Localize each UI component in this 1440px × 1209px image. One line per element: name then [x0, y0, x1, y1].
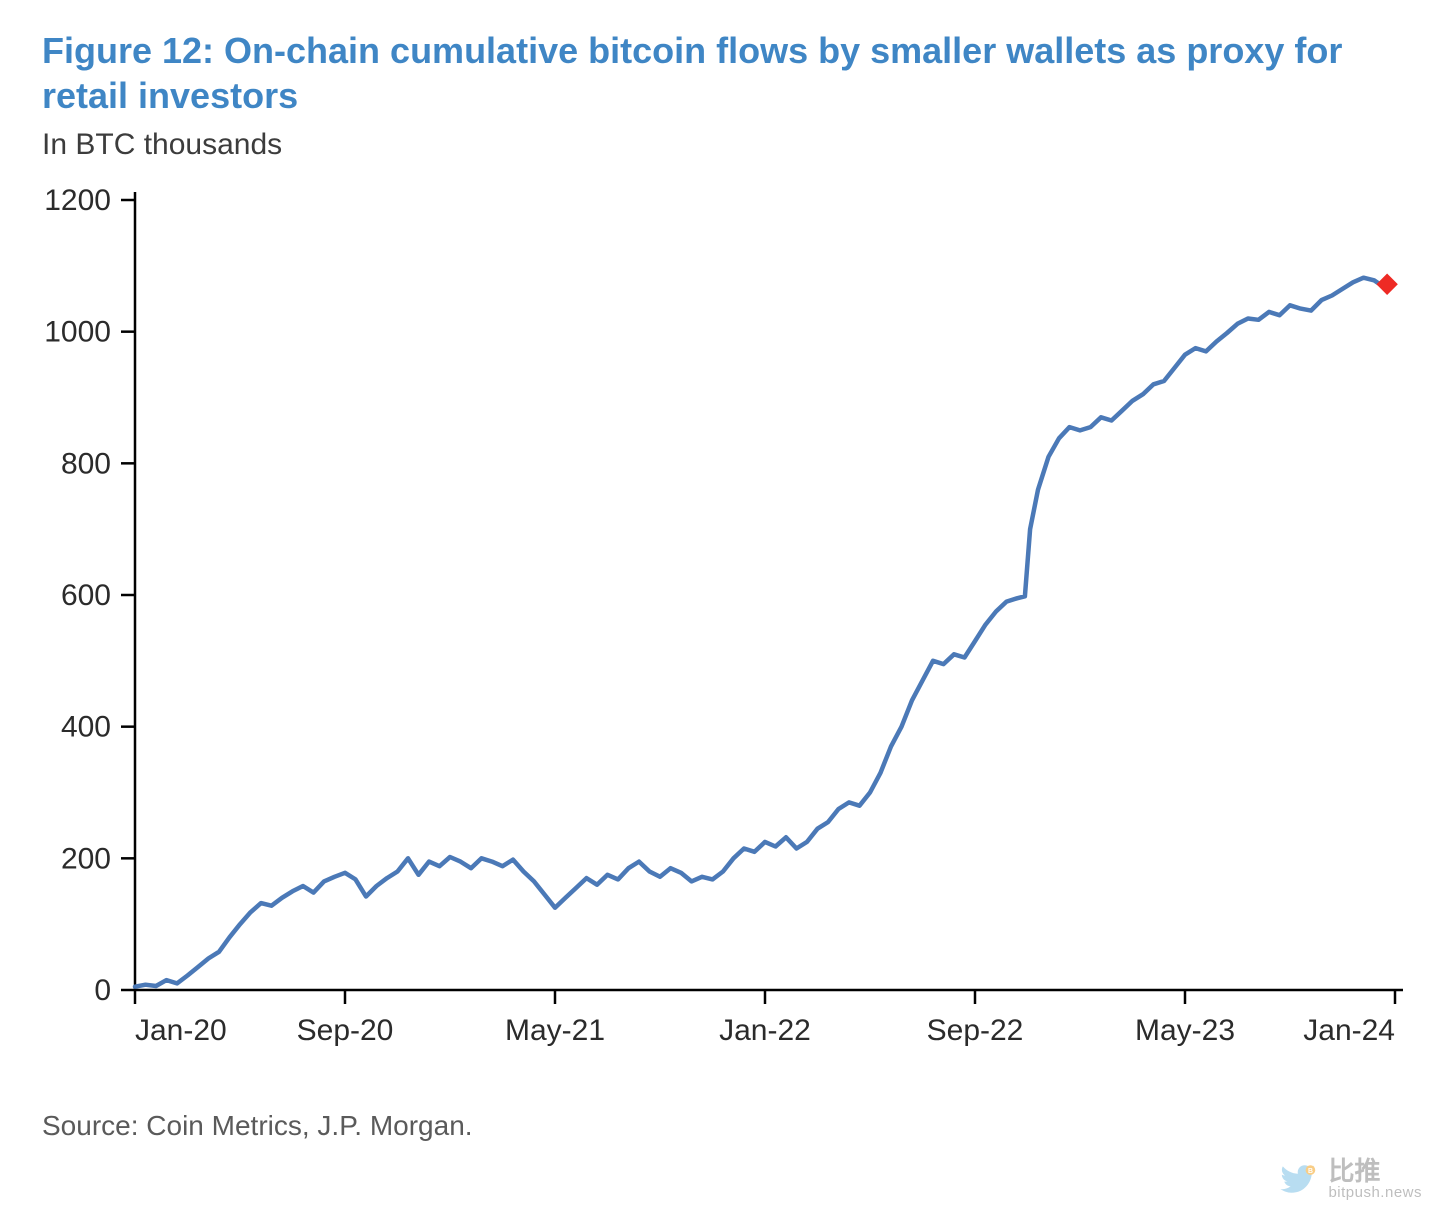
svg-text:200: 200 — [61, 842, 111, 875]
svg-text:Sep-22: Sep-22 — [927, 1014, 1024, 1047]
svg-text:1000: 1000 — [44, 316, 111, 349]
svg-text:0: 0 — [94, 974, 111, 1007]
svg-text:400: 400 — [61, 711, 111, 744]
svg-text:Jan-24: Jan-24 — [1303, 1014, 1395, 1047]
svg-text:May-23: May-23 — [1135, 1014, 1235, 1047]
svg-text:Jan-20: Jan-20 — [135, 1014, 227, 1047]
watermark-en: bitpush.news — [1328, 1185, 1422, 1201]
svg-text:B: B — [1308, 1168, 1313, 1175]
svg-text:800: 800 — [61, 447, 111, 480]
figure-source: Source: Coin Metrics, J.P. Morgan. — [42, 1110, 473, 1142]
svg-text:1200: 1200 — [44, 184, 111, 217]
chart-plot-area: 0 200 400 600 800 1000 1200 Jan-20 Sep-20 May-21 J… — [0, 0, 1440, 1209]
watermark-text: 比推 bitpush.news — [1328, 1158, 1422, 1201]
figure-container: Figure 12: On-chain cumulative bitcoin f… — [0, 0, 1440, 1209]
watermark-cn: 比推 — [1328, 1158, 1422, 1185]
svg-text:600: 600 — [61, 579, 111, 612]
bird-icon: B — [1274, 1162, 1318, 1196]
svg-text:Sep-20: Sep-20 — [297, 1014, 394, 1047]
svg-text:May-21: May-21 — [505, 1014, 605, 1047]
watermark: B 比推 bitpush.news — [1274, 1158, 1422, 1201]
svg-text:Jan-22: Jan-22 — [719, 1014, 811, 1047]
line-chart-svg: 0 200 400 600 800 1000 1200 Jan-20 Sep-20 May-21 J… — [0, 0, 1440, 1209]
